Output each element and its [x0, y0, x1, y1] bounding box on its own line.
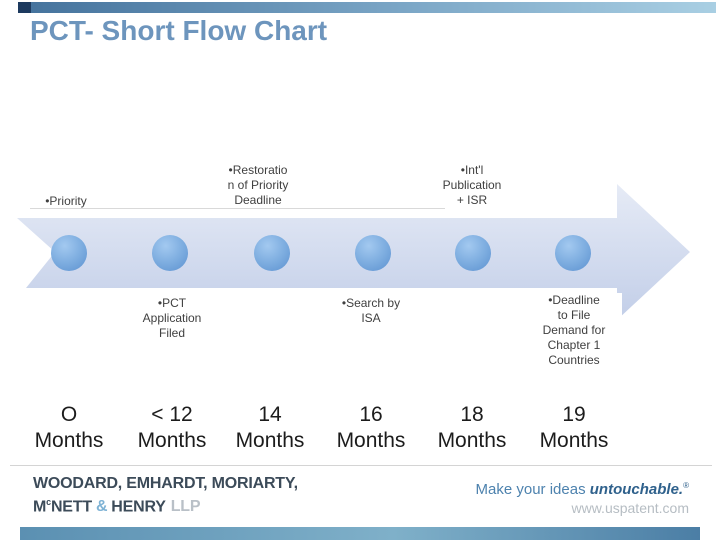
firm-llp: LLP: [170, 498, 201, 516]
timeline-node: [152, 235, 188, 271]
month-value: 18: [460, 403, 484, 426]
month-unit: Months: [539, 429, 609, 452]
firm-ampersand: &: [95, 498, 108, 516]
stage-label-line: Deadline: [234, 193, 282, 207]
website-url: www.uspatent.com: [571, 500, 690, 516]
month-marker-12: < 12 Months: [125, 402, 219, 454]
stage-label-line: •Int'l: [460, 163, 484, 177]
firm-nett: NETT: [50, 498, 92, 516]
stage-label-line: Application: [142, 311, 202, 325]
tagline-bold: untouchable.: [589, 481, 684, 498]
stage-label-line: + ISR: [456, 193, 488, 207]
month-value: 14: [258, 403, 282, 426]
firm-mc: M: [33, 498, 47, 516]
timeline-node: [555, 235, 591, 271]
top-accent-bar-cap: [18, 2, 31, 13]
month-unit: Months: [235, 429, 305, 452]
stage-label-line: •PCT: [157, 296, 187, 310]
month-marker-16: 16 Months: [324, 402, 418, 454]
stage-label-intl-publication: •Int'l Publication + ISR: [417, 163, 527, 208]
month-unit: Months: [34, 429, 104, 452]
stage-label-line: •Deadline: [548, 293, 600, 307]
stage-label-line: Demand for: [542, 323, 606, 337]
month-value: 19: [562, 403, 586, 426]
timeline-node: [254, 235, 290, 271]
month-value: O: [60, 403, 78, 426]
timeline-node: [355, 235, 391, 271]
firm-logo-line2: McNETT & HENRY LLP: [33, 493, 298, 516]
footer-divider: [10, 465, 712, 466]
firm-mc-sup: c: [46, 497, 51, 507]
stage-label-line: •Priority: [45, 194, 87, 208]
firm-logo: WOODARD, EMHARDT, MORIARTY, McNETT & HENRY…: [33, 474, 298, 516]
timeline-node: [51, 235, 87, 271]
stage-label-line: to File: [557, 308, 591, 322]
stage-label-pct-filed: •PCT Application Filed: [117, 296, 227, 341]
month-unit: Months: [137, 429, 207, 452]
stage-label-deadline-demand: •Deadline to File Demand for Chapter 1 C…: [526, 293, 622, 368]
month-marker-14: 14 Months: [223, 402, 317, 454]
bottom-accent-bar: [20, 527, 700, 540]
tagline-text: Make your ideas untouchable.®: [476, 481, 689, 498]
month-value: < 12: [151, 403, 193, 426]
month-unit: Months: [336, 429, 406, 452]
tagline-regular: Make your ideas: [475, 481, 590, 498]
slide-title: PCT- Short Flow Chart: [30, 15, 328, 46]
firm-henry: HENRY: [111, 498, 166, 516]
firm-logo-line1: WOODARD, EMHARDT, MORIARTY,: [33, 475, 298, 492]
stage-label-line: ISA: [361, 311, 381, 325]
stage-label-priority: •Priority: [11, 194, 121, 209]
footer-tagline: Make your ideas untouchable.® www.uspate…: [476, 481, 689, 516]
registered-mark: ®: [683, 481, 689, 490]
stage-label-line: •Restoratio: [228, 163, 288, 177]
timeline-node: [455, 235, 491, 271]
top-accent-bar: [18, 2, 716, 13]
stage-label-search-isa: •Search by ISA: [316, 296, 426, 326]
month-marker-18: 18 Months: [425, 402, 519, 454]
timeline-arrow: [17, 184, 690, 320]
stage-label-line: Filed: [158, 326, 185, 340]
month-marker-19: 19 Months: [527, 402, 621, 454]
month-marker-0: O Months: [22, 402, 116, 454]
stage-label-line: n of Priority: [227, 178, 289, 192]
stage-label-line: •Search by: [341, 296, 401, 310]
timeline-top-rule: [30, 208, 445, 209]
month-value: 16: [359, 403, 383, 426]
stage-label-line: Countries: [548, 353, 600, 367]
stage-label-line: Publication: [442, 178, 502, 192]
stage-label-line: Chapter 1: [547, 338, 601, 352]
stage-label-restoration: •Restoratio n of Priority Deadline: [203, 163, 313, 208]
month-unit: Months: [437, 429, 507, 452]
